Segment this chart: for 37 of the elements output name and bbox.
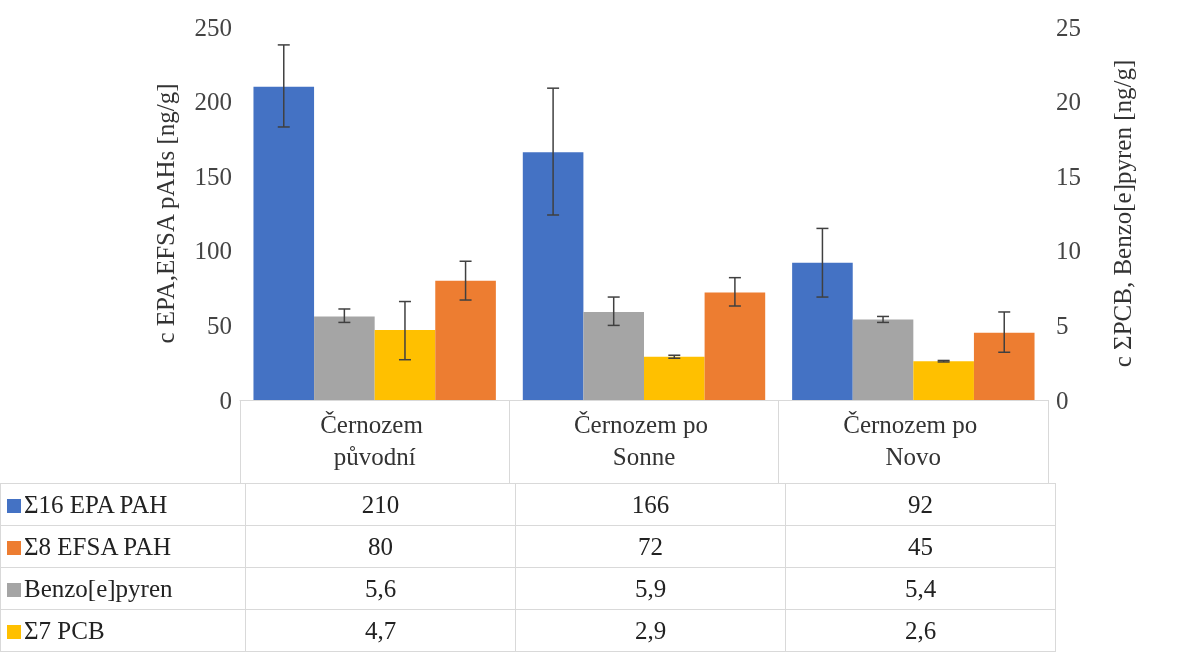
data-label: 2,6 <box>785 609 1056 652</box>
y-tick-label: 250 <box>194 13 232 41</box>
y2-tick-label: 20 <box>1056 88 1081 116</box>
data-label: 166 <box>515 483 786 526</box>
bar <box>704 292 766 400</box>
y-tick-label: 200 <box>194 88 232 116</box>
x-tick-label: Černozem po Novo <box>843 410 984 470</box>
y-tick-label: 50 <box>207 311 232 339</box>
data-label: 5,4 <box>785 567 1056 610</box>
data-label: 72 <box>515 525 786 568</box>
y-tick-label: 0 <box>219 386 232 414</box>
x-tick-label: Černozem původní <box>320 410 430 470</box>
y2-axis-title: c ΣPCB, Benzo[e]pyren [ng/g] <box>1109 59 1136 368</box>
legend-label: Σ7 PCB <box>0 609 246 652</box>
y2-tick-label: 0 <box>1056 386 1069 414</box>
x-tick-label: Černozem po Sonne <box>573 410 715 470</box>
bar <box>314 316 375 400</box>
y-tick-label: 150 <box>194 162 232 190</box>
data-label: 5,6 <box>245 567 516 610</box>
y2-tick-label: 25 <box>1056 13 1081 41</box>
y2-tick-label: 15 <box>1056 162 1081 190</box>
data-label: 80 <box>245 525 516 568</box>
bar <box>253 86 315 400</box>
y-axis-title: c EPA,EFSA pAHs [ng/g] <box>152 83 179 344</box>
legend-label: Σ8 EFSA PAH <box>0 525 246 568</box>
data-label: 92 <box>785 483 1056 526</box>
data-label: 210 <box>245 483 516 526</box>
y2-tick-label: 10 <box>1056 237 1081 265</box>
data-label: 45 <box>785 525 1056 568</box>
data-label: 4,7 <box>245 609 516 652</box>
bar <box>522 152 584 400</box>
y2-tick-label: 5 <box>1056 311 1069 339</box>
legend-label: Benzo[e]pyren <box>0 567 246 610</box>
y-tick-label: 100 <box>194 237 232 265</box>
data-label: 5,9 <box>515 567 786 610</box>
legend-label: Σ16 EPA PAH <box>0 483 246 526</box>
data-label: 2,9 <box>515 609 786 652</box>
